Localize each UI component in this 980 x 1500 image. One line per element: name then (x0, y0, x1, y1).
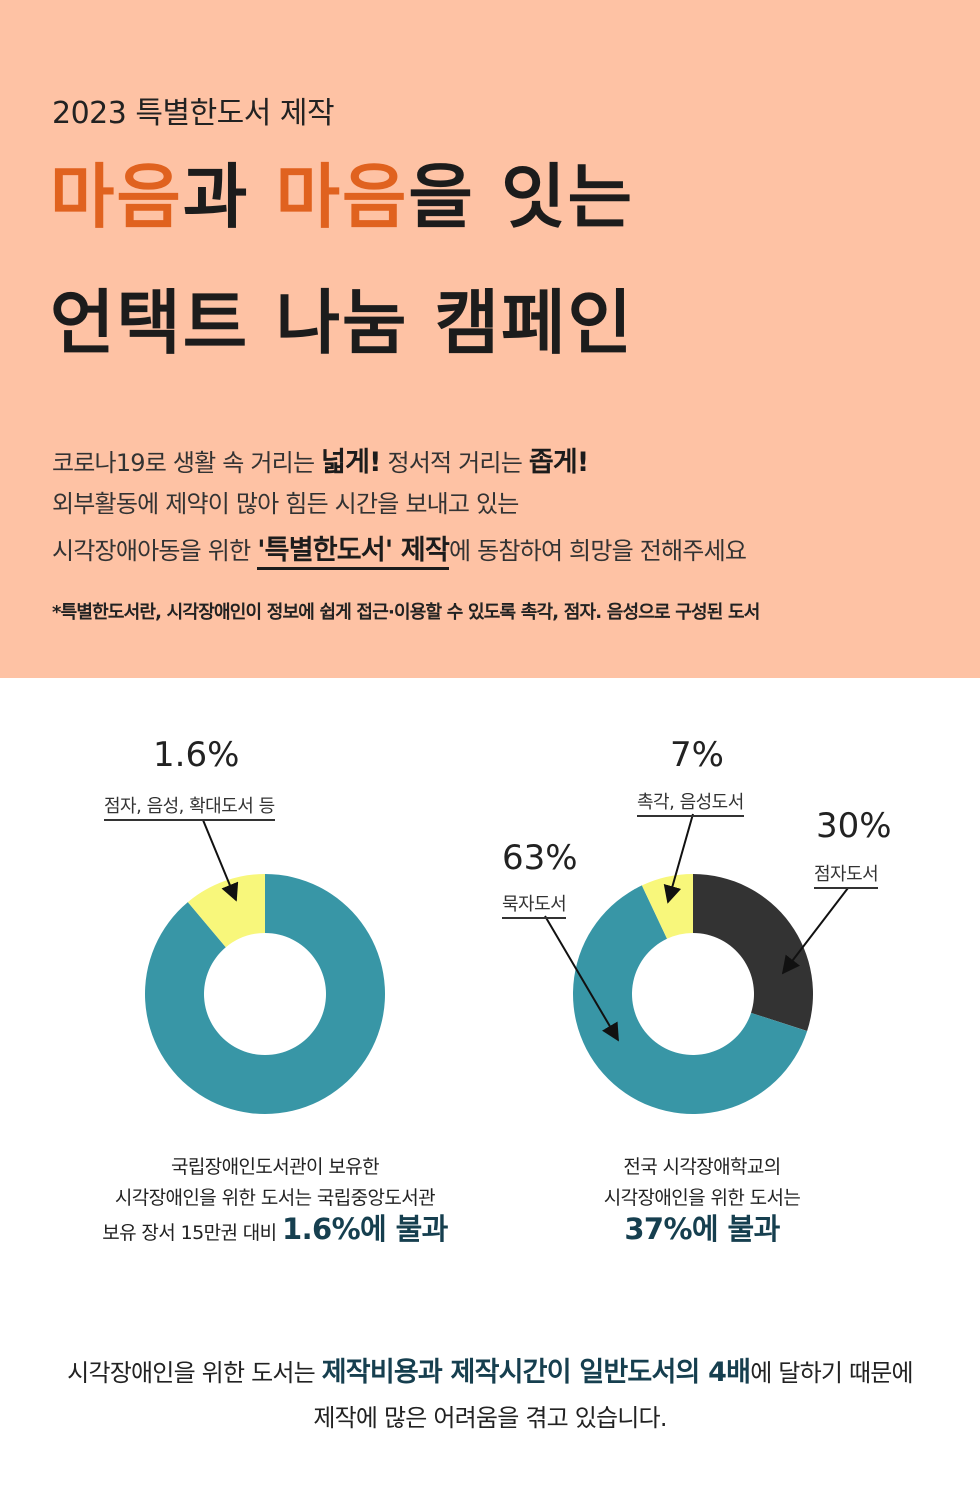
intro-emphasis: 넓게! (321, 447, 381, 478)
right-dark-value: 30% (816, 806, 892, 846)
intro-text: 에 동참하여 희망을 전해주세요 (449, 537, 747, 565)
donut-slice-remainder (145, 874, 386, 1114)
caption-line: 전국 시각장애학교의 (623, 1156, 781, 1178)
caption-text: 보유 장서 15만권 대비 (102, 1222, 282, 1244)
donut-chart-national-library (145, 874, 386, 1114)
intro-line-1: 코로나19로 생활 속 거리는 넓게! 정서적 거리는 좁게! (52, 440, 589, 479)
caption-highlight: 1.6%에 불과 (282, 1212, 448, 1246)
intro-text: 시각장애아동을 위한 (52, 537, 258, 565)
left-chart-caption: 국립장애인도서관이 보유한 시각장애인을 위한 도서는 국립중앙도서관 보유 장… (95, 1152, 455, 1249)
right-dark-label: 점자도서 (814, 860, 879, 889)
caption-line: 시각장애인을 위한 도서는 (603, 1187, 801, 1209)
special-book-footnote: *특별한도서란, 시각장애인이 정보에 쉽게 접근·이용할 수 있도록 촉각, … (52, 602, 760, 623)
special-book-emphasis: '특별한도서' 제작 (257, 535, 450, 570)
title-part-heart: 마음 (275, 156, 409, 238)
closing-line-1: 시각장애인을 위한 도서는 제작비용과 제작시간이 일반도서의 4배에 달하기 … (0, 1350, 980, 1389)
title-part-heart: 마음 (50, 156, 183, 238)
donut-chart-blind-schools (572, 874, 813, 1114)
callout-arrow-right-yellow (663, 813, 694, 904)
right-yellow-value: 7% (670, 735, 724, 775)
intro-line-2: 외부활동에 제약이 많아 힘든 시간을 보내고 있는 (52, 490, 519, 518)
right-teal-label: 묵자도서 (502, 890, 567, 919)
intro-text: 정서적 거리는 (380, 449, 529, 477)
campaign-title-line2: 언택트 나눔 캠페인 (50, 282, 634, 364)
campaign-title-line1: 마음과 마음을 잇는 (50, 162, 634, 232)
right-chart-caption: 전국 시각장애학교의 시각장애인을 위한 도서는 37%에 불과 (552, 1152, 852, 1245)
callout-arrow-right-dark (781, 887, 849, 975)
donut-slice-print (572, 885, 808, 1114)
donut-slice-braille (693, 874, 813, 1032)
closing-highlight: 제작비용과 제작시간이 일반도서의 4배 (321, 1357, 751, 1388)
caption-line: 국립장애인도서관이 보유한 (170, 1156, 380, 1178)
closing-text: 시각장애인을 위한 도서는 (67, 1359, 322, 1387)
closing-text: 에 달하기 때문에 (750, 1359, 913, 1387)
campaign-hero: 2023 특별한도서 제작 마음과 마음을 잇는 언택트 나눔 캠페인 코로나1… (0, 0, 980, 678)
campaign-eyebrow: 2023 특별한도서 제작 (52, 96, 335, 131)
caption-highlight: 37%에 불과 (624, 1212, 780, 1246)
intro-emphasis: 좁게! (528, 447, 589, 478)
charts-section: 1.6% 점자, 음성, 확대도서 등 7% 촉각, 음성도서 30% 점자도서… (0, 678, 980, 1318)
caption-line: 시각장애인을 위한 도서는 국립중앙도서관 (114, 1187, 436, 1209)
closing-line-2: 제작에 많은 어려움을 겪고 있습니다. (313, 1404, 667, 1432)
caption-line: 보유 장서 15만권 대비 1.6%에 불과 (95, 1214, 455, 1249)
callout-arrow-right-teal (544, 915, 619, 1042)
callout-arrow-left-yellow (202, 819, 239, 902)
left-yellow-value: 1.6% (153, 735, 240, 775)
donut-slice-special-books (187, 874, 265, 948)
right-yellow-label: 촉각, 음성도서 (637, 788, 744, 817)
left-yellow-label: 점자, 음성, 확대도서 등 (104, 792, 275, 821)
right-teal-value: 63% (502, 838, 578, 878)
title-part-connect: 을 잇는 (408, 156, 634, 238)
intro-line-3: 시각장애아동을 위한 '특별한도서' 제작에 동참하여 희망을 전해주세요 (52, 528, 747, 570)
donut-charts (145, 813, 849, 1114)
intro-text: 코로나19로 생활 속 거리는 (52, 449, 322, 477)
title-part-and: 과 (182, 156, 276, 238)
